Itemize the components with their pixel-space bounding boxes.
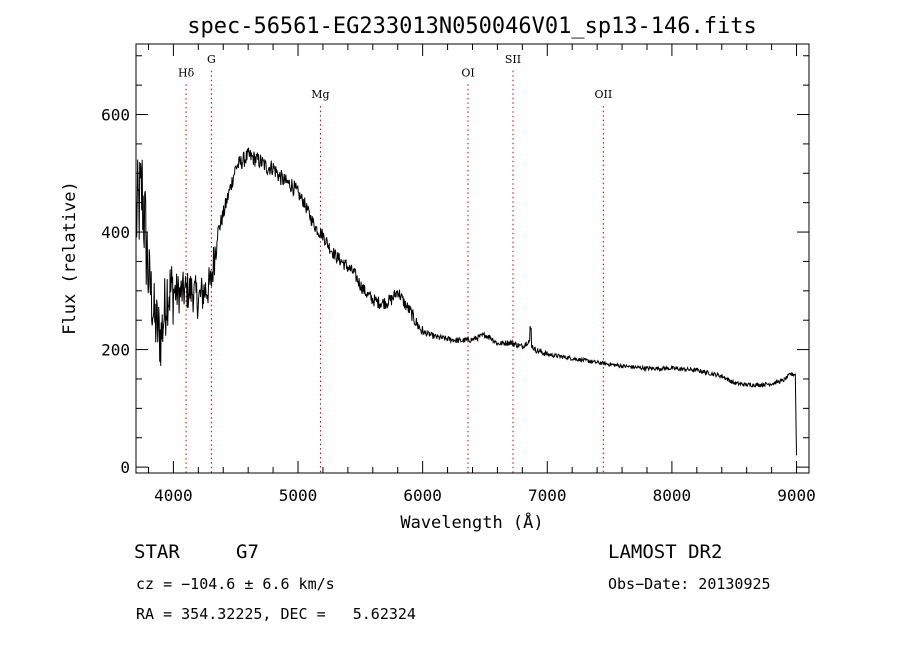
x-tick-label: 5000 — [279, 486, 318, 505]
survey-name: LAMOST DR2 — [608, 541, 723, 563]
plot-frame — [135, 43, 810, 474]
observation-date: Obs−Date: 20130925 — [608, 575, 771, 593]
x-tick-label: 8000 — [653, 486, 692, 505]
y-tick-label: 200 — [101, 341, 130, 360]
x-axis-label: Wavelength (Å) — [400, 511, 543, 533]
spectral-line-label: Hδ — [178, 66, 195, 79]
object-subclass: G7 — [236, 541, 259, 563]
y-tick-label: 0 — [120, 458, 130, 477]
chart-title: spec-56561-EG233013N050046V01_sp13-146.f… — [187, 14, 757, 39]
redshift-velocity: cz = −104.6 ± 6.6 km/s — [136, 575, 335, 593]
spectral-line-label: Mg — [311, 88, 329, 101]
x-tick-label: 9000 — [777, 486, 816, 505]
y-tick-label: 400 — [101, 223, 130, 242]
spectrum-line — [135, 147, 797, 456]
coordinates: RA = 354.32225, DEC = 5.62324 — [136, 605, 416, 623]
x-tick-label: 7000 — [528, 486, 567, 505]
object-class: STAR — [134, 541, 180, 563]
spectral-line-label: SII — [505, 53, 521, 66]
spectral-line-label: OI — [461, 66, 474, 79]
spectral-line-markers: Hδ G Mg OI SII OII — [178, 53, 612, 473]
spectral-line-label: OII — [595, 88, 613, 101]
axis-ticks: 4000 5000 6000 7000 8000 9000 0 200 400 600 — [101, 44, 816, 505]
y-tick-label: 600 — [101, 106, 130, 125]
spectral-line-label: G — [207, 53, 216, 66]
y-axis-label: Flux (relative) — [60, 181, 80, 335]
x-tick-label: 6000 — [403, 486, 442, 505]
x-tick-label: 4000 — [154, 486, 193, 505]
